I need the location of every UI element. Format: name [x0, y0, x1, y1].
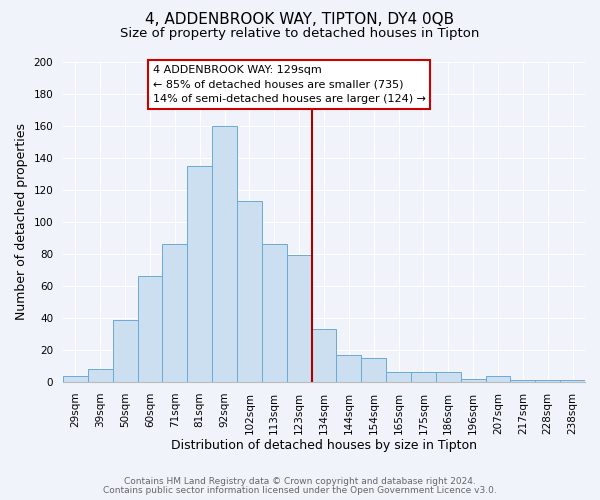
Bar: [237, 201, 262, 382]
Bar: [88, 370, 113, 382]
Bar: [411, 372, 436, 382]
Bar: [461, 379, 485, 382]
Text: Contains HM Land Registry data © Crown copyright and database right 2024.: Contains HM Land Registry data © Crown c…: [124, 477, 476, 486]
Text: 4, ADDENBROOK WAY, TIPTON, DY4 0QB: 4, ADDENBROOK WAY, TIPTON, DY4 0QB: [145, 12, 455, 28]
X-axis label: Distribution of detached houses by size in Tipton: Distribution of detached houses by size …: [171, 440, 477, 452]
Bar: [113, 320, 137, 382]
Bar: [137, 276, 163, 382]
Bar: [311, 329, 337, 382]
Text: Contains public sector information licensed under the Open Government Licence v3: Contains public sector information licen…: [103, 486, 497, 495]
Bar: [287, 256, 311, 382]
Bar: [511, 380, 535, 382]
Text: 4 ADDENBROOK WAY: 129sqm
← 85% of detached houses are smaller (735)
14% of semi-: 4 ADDENBROOK WAY: 129sqm ← 85% of detach…: [152, 64, 425, 104]
Bar: [63, 376, 88, 382]
Bar: [485, 376, 511, 382]
Bar: [560, 380, 585, 382]
Bar: [535, 380, 560, 382]
Text: Size of property relative to detached houses in Tipton: Size of property relative to detached ho…: [121, 28, 479, 40]
Bar: [436, 372, 461, 382]
Y-axis label: Number of detached properties: Number of detached properties: [15, 124, 28, 320]
Bar: [187, 166, 212, 382]
Bar: [212, 126, 237, 382]
Bar: [386, 372, 411, 382]
Bar: [262, 244, 287, 382]
Bar: [163, 244, 187, 382]
Bar: [361, 358, 386, 382]
Bar: [337, 355, 361, 382]
